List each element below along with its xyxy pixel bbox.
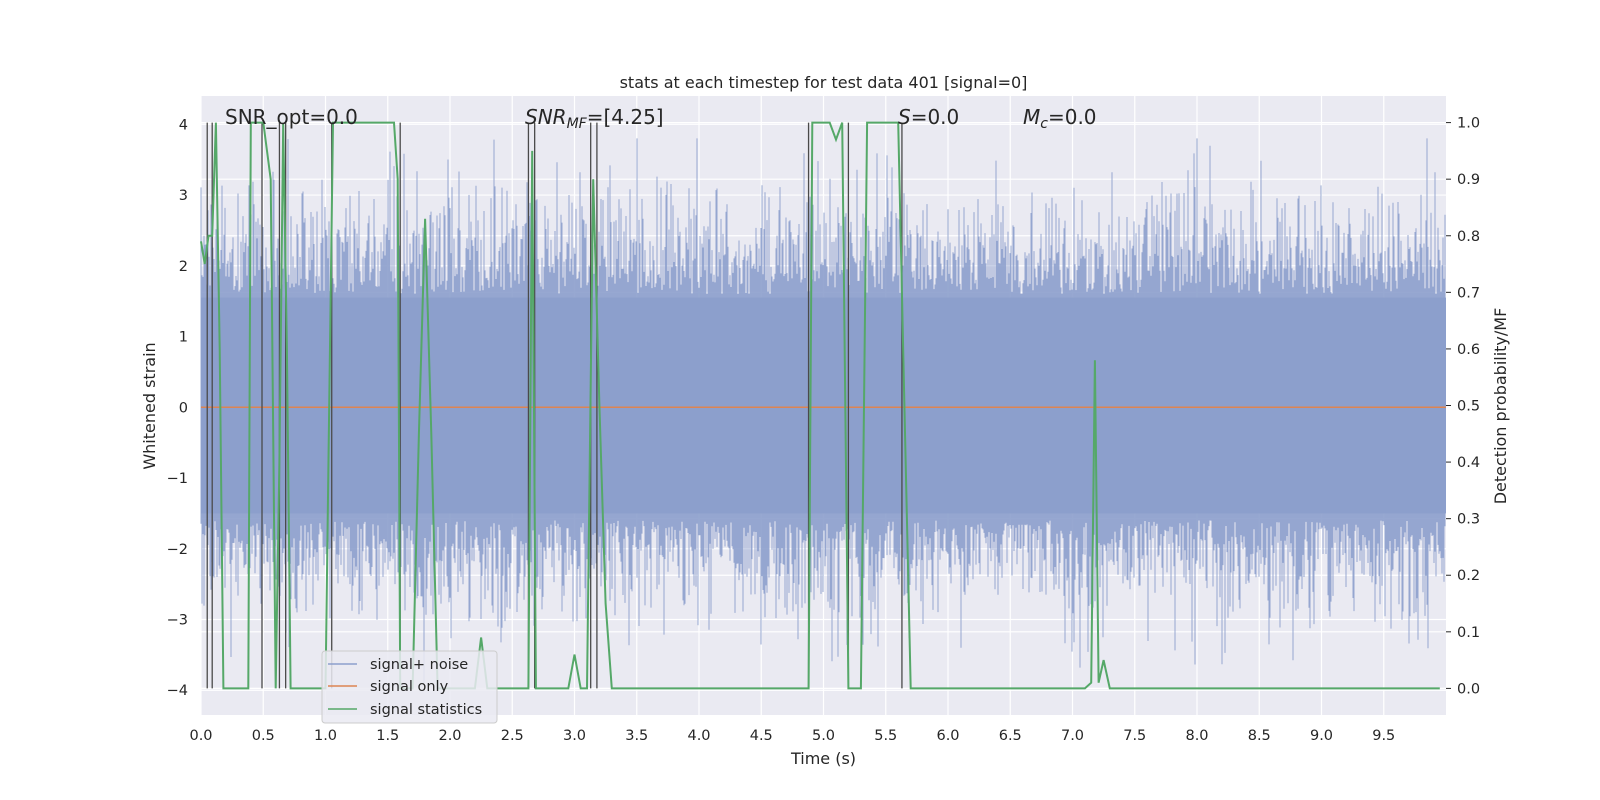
y2-tick-label: 1.0 — [1457, 116, 1480, 132]
y2-tick-label: 0.8 — [1457, 229, 1480, 245]
x-tick-label: 8.0 — [1185, 728, 1208, 744]
y-tick-label: 4 — [179, 117, 188, 133]
legend-label-signal: signal only — [370, 679, 449, 695]
x-tick-label: 3.5 — [625, 728, 648, 744]
y-tick-label: −2 — [167, 542, 188, 558]
y-tick-label: 3 — [179, 188, 188, 204]
y-tick-label: −3 — [167, 612, 188, 628]
y-tick-labels: 4 3 2 1 0 −1 −2 −3 −4 — [167, 117, 188, 699]
x-tick-label: 1.0 — [314, 728, 337, 744]
y-tick-label: 0 — [179, 400, 188, 416]
x-tick-label: 7.0 — [1061, 728, 1084, 744]
x-tick-label: 2.0 — [438, 728, 461, 744]
y2-tick-label: 0.3 — [1457, 512, 1480, 528]
legend-label-noise: signal+ noise — [370, 657, 468, 673]
x-tick-label: 1.5 — [376, 728, 399, 744]
y-tick-label: −1 — [167, 471, 188, 487]
x-tick-label: 6.5 — [999, 728, 1022, 744]
y2-tick-label: 0.4 — [1457, 455, 1480, 471]
y2-tick-label: 0.5 — [1457, 399, 1480, 415]
x-tick-label: 4.5 — [750, 728, 773, 744]
y2-tick-labels: 1.0 0.9 0.8 0.7 0.6 0.5 0.4 0.3 0.2 0.1 0.0 — [1446, 116, 1480, 697]
y2-tick-label: 0.6 — [1457, 342, 1480, 358]
x-tick-label: 6.0 — [936, 728, 959, 744]
x-tick-label: 9.0 — [1310, 728, 1333, 744]
x-tick-label: 3.0 — [563, 728, 586, 744]
annotation-snr-opt: SNR_opt=0.0 — [225, 105, 358, 129]
y2-tick-label: 0.9 — [1457, 172, 1480, 188]
y2-tick-label: 0.2 — [1457, 568, 1480, 584]
y-tick-label: −4 — [167, 683, 188, 699]
x-tick-label: 2.5 — [501, 728, 524, 744]
annotation-s: S=0.0 — [898, 105, 959, 129]
y-tick-label: 1 — [179, 330, 188, 346]
annotation-snr-mf: SNRMF=[4.25] — [525, 105, 664, 132]
legend-box — [321, 650, 498, 724]
noise-core — [201, 297, 1446, 514]
y-tick-label: 2 — [179, 259, 188, 275]
x-tick-label: 0.0 — [189, 728, 212, 744]
legend-label-statistics: signal statistics — [370, 702, 482, 718]
signal-noise-series — [200, 138, 1446, 684]
x-tick-labels: 0.0 0.5 1.0 1.5 2.0 2.5 3.0 3.5 4.0 4.5 5.0 5.5 6.0 6… — [189, 728, 1395, 744]
y2-tick-label: 0.7 — [1457, 285, 1480, 301]
y2-tick-label: 0.1 — [1457, 625, 1480, 641]
x-tick-label: 9.5 — [1372, 728, 1395, 744]
x-tick-label: 4.0 — [687, 728, 710, 744]
legend: signal+ noise signal only signal statist… — [321, 650, 498, 724]
x-tick-label: 8.5 — [1248, 728, 1271, 744]
x-tick-label: 5.0 — [812, 728, 835, 744]
x-tick-label: 5.5 — [874, 728, 897, 744]
x-tick-label: 0.5 — [252, 728, 275, 744]
chart-title: stats at each timestep for test data 401… — [620, 73, 1028, 92]
x-tick-label: 7.5 — [1123, 728, 1146, 744]
y2-axis-label: Detection probability/MF — [1491, 308, 1510, 505]
y-axis-label: Whitened strain — [140, 342, 159, 469]
annotation-mc: Mc=0.0 — [1023, 105, 1097, 132]
y2-tick-label: 0.0 — [1457, 681, 1480, 697]
signal-statistics-series — [200, 121, 1440, 690]
x-axis-label: Time (s) — [790, 749, 856, 768]
